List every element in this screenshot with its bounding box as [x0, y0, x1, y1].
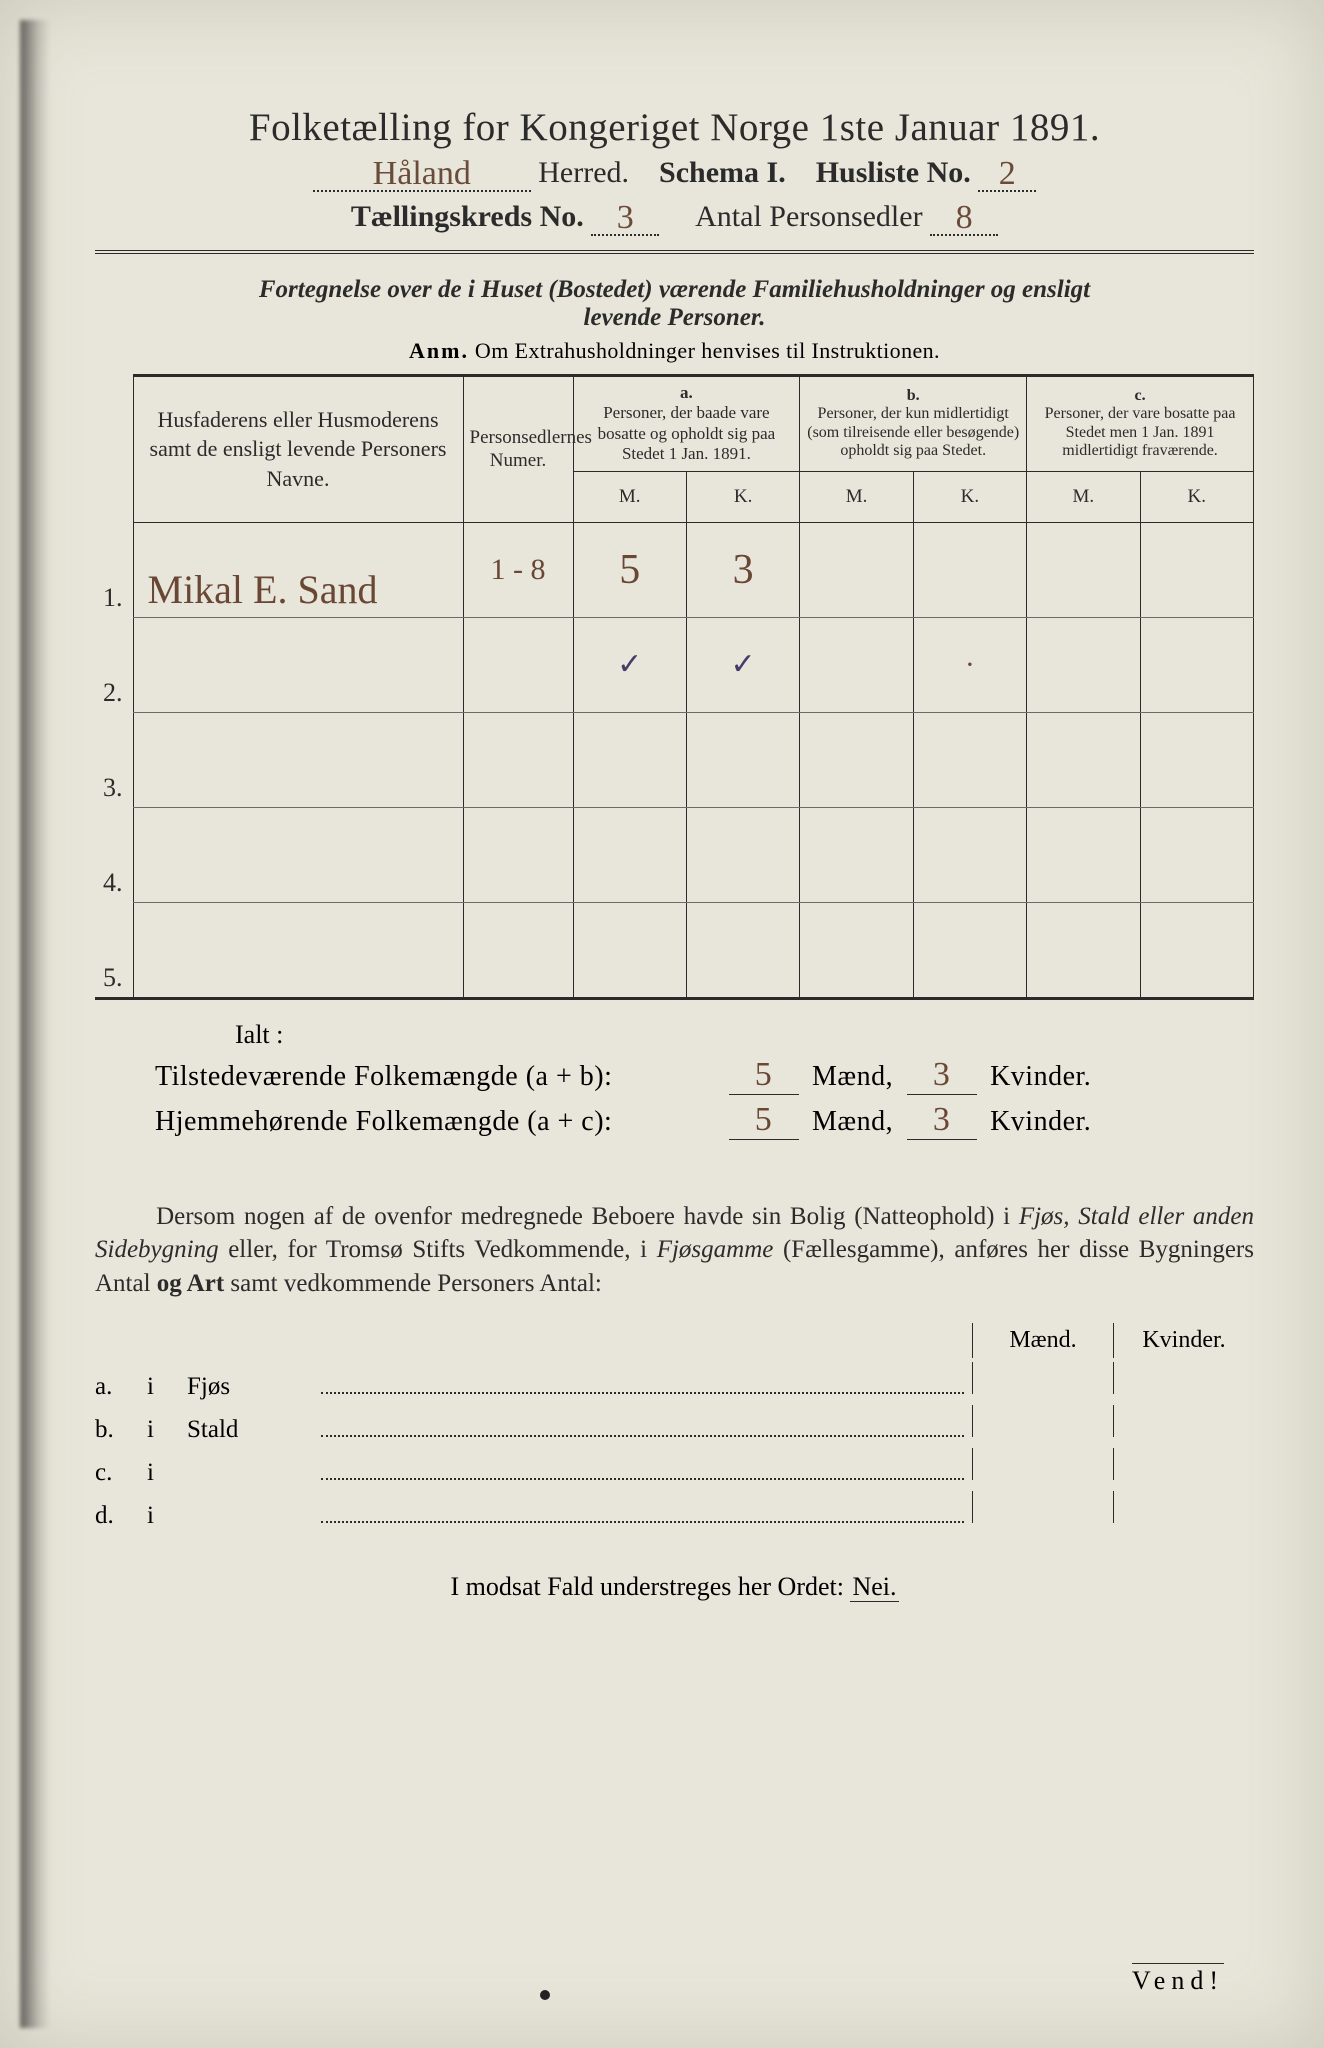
- row2-ak: ✓: [731, 648, 756, 681]
- sum1-m: 5: [755, 1056, 773, 1093]
- ialt-label: Ialt :: [235, 1020, 1254, 1050]
- table-row: 5.: [95, 902, 1254, 998]
- sum-line-1: Tilstedeværende Folkemængde (a + b): 5 M…: [155, 1056, 1254, 1095]
- nei-word: Nei.: [850, 1572, 898, 1602]
- sum2-m: 5: [755, 1101, 773, 1138]
- table-row: 2. ✓ ✓ ·: [95, 617, 1254, 712]
- col-b: b. Personer, der kun midlertidigt (som t…: [800, 376, 1027, 472]
- col-names: Husfaderens eller Husmoderens samt de en…: [133, 376, 463, 523]
- anm-label: Anm.: [409, 338, 469, 363]
- schema-label: Schema I.: [659, 156, 786, 189]
- table-row: 3.: [95, 712, 1254, 807]
- table-row: 4.: [95, 807, 1254, 902]
- antal-label: Antal Personsedler: [695, 200, 922, 233]
- vend-label: Vend!: [1132, 1963, 1224, 1996]
- herred-value: Håland: [373, 155, 471, 192]
- kreds-value: 3: [617, 199, 634, 236]
- mk-header: Mænd. Kvinder.: [95, 1323, 1254, 1358]
- side-building-paragraph: Dersom nogen af de ovenfor medregnede Be…: [95, 1200, 1254, 1301]
- herred-label: Herred.: [538, 156, 629, 189]
- husliste-label: Husliste No.: [816, 156, 971, 189]
- row1-ak: 3: [733, 547, 754, 593]
- sidebuild-row: b. i Stald: [95, 1405, 1254, 1444]
- census-table: Husfaderens eller Husmoderens samt de en…: [95, 374, 1254, 1000]
- row2-am: ✓: [617, 648, 642, 681]
- sum2-k: 3: [933, 1101, 951, 1138]
- row1-name: Mikal E. Sand: [148, 567, 378, 612]
- col-numer: Personsedlernes Numer.: [463, 376, 573, 523]
- nei-line: I modsat Fald understreges her Ordet: Ne…: [95, 1572, 1254, 1602]
- sidebuild-row: a. i Fjøs: [95, 1362, 1254, 1401]
- row1-am: 5: [619, 547, 640, 593]
- col-a-m: M.: [573, 471, 686, 522]
- ink-dot-icon: [540, 1990, 550, 2000]
- sidebuild-row: c. i: [95, 1448, 1254, 1487]
- header-row-2: Tællingskreds No. 3 Antal Personsedler 8: [95, 200, 1254, 254]
- sum-line-2: Hjemmehørende Folkemængde (a + c): 5 Mæn…: [155, 1101, 1254, 1140]
- row1-numer: 1 - 8: [491, 553, 546, 586]
- census-form-page: Folketælling for Kongeriget Norge 1ste J…: [0, 0, 1324, 2048]
- col-c-k: K.: [1140, 471, 1253, 522]
- col-a-k: K.: [686, 471, 799, 522]
- header-row-1: Håland Herred. Schema I. Husliste No. 2: [95, 156, 1254, 192]
- intro-line-1a: Fortegnelse over de i Huset (Bostedet) v…: [259, 276, 1090, 303]
- page-title: Folketælling for Kongeriget Norge 1ste J…: [95, 105, 1254, 150]
- side-building-list: Mænd. Kvinder. a. i Fjøs b. i Stald c. i…: [95, 1323, 1254, 1530]
- col-b-m: M.: [800, 471, 913, 522]
- section-intro: Fortegnelse over de i Huset (Bostedet) v…: [95, 276, 1254, 332]
- kreds-label: Tællingskreds No.: [351, 200, 584, 233]
- antal-value: 8: [956, 199, 973, 236]
- census-table-body: 1. Mikal E. Sand 1 - 8 5 3 2. ✓ ✓ · 3.: [95, 522, 1254, 998]
- col-c-m: M.: [1027, 471, 1140, 522]
- sum1-k: 3: [933, 1056, 951, 1093]
- col-b-k: K.: [913, 471, 1026, 522]
- table-row: 1. Mikal E. Sand 1 - 8 5 3: [95, 522, 1254, 617]
- col-c: c. Personer, der vare bosatte paa Stedet…: [1027, 376, 1254, 472]
- husliste-value: 2: [999, 155, 1016, 192]
- anm-line: Anm. Om Extrahusholdninger henvises til …: [95, 338, 1254, 364]
- col-a: a. Personer, der baade vare bosatte og o…: [573, 376, 800, 472]
- sidebuild-row: d. i: [95, 1491, 1254, 1530]
- intro-line-1b: levende Personer.: [584, 304, 766, 331]
- anm-text: Om Extrahusholdninger henvises til Instr…: [475, 338, 940, 363]
